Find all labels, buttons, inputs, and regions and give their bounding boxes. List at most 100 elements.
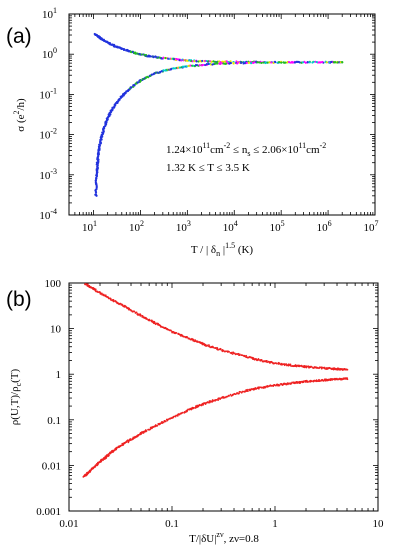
- panel-a: (a) 101 102 103 104 105 106 107 10-410-310-210…: [6, 6, 379, 258]
- data-point: [341, 61, 344, 64]
- data-point: [305, 379, 308, 382]
- data-point: [97, 291, 99, 294]
- data-point: [284, 61, 287, 64]
- data-point: [321, 60, 324, 64]
- data-point: [241, 390, 244, 393]
- data-point: [156, 424, 159, 427]
- data-point: [94, 465, 97, 468]
- data-point: [306, 61, 309, 64]
- data-point: [244, 390, 247, 393]
- data-point: [249, 389, 252, 392]
- data-point: [291, 61, 295, 64]
- data-point: [210, 60, 213, 63]
- data-point: [186, 336, 189, 339]
- data-point: [243, 354, 246, 357]
- data-point: [204, 343, 207, 346]
- data-point: [176, 415, 179, 417]
- panel-a-frame: [68, 13, 376, 216]
- panel-b-x-axis-label: T/|δU|zν, zν=0.8: [189, 530, 259, 545]
- data-point: [228, 350, 230, 353]
- data-point: [164, 56, 167, 60]
- panel-a-annotation-density-range: 1.24×1011cm-2 ≤ ns ≤ 2.06×1011cm-2: [166, 141, 326, 158]
- panel-a-y-tick-labels: 10-4 10-3 10-2 10-1 100 101: [39, 6, 57, 222]
- data-point: [145, 430, 148, 432]
- data-point: [304, 61, 307, 64]
- data-point: [250, 388, 253, 390]
- data-point: [214, 347, 216, 349]
- data-point: [258, 61, 261, 64]
- x-tick-label: 101: [82, 219, 97, 234]
- data-point: [173, 332, 176, 335]
- data-point: [121, 304, 124, 306]
- data-point: [258, 358, 260, 361]
- data-point: [139, 314, 142, 317]
- data-point: [257, 386, 260, 389]
- data-point: [164, 327, 167, 330]
- data-point: [315, 60, 318, 64]
- data-point: [319, 61, 322, 64]
- data-point: [107, 297, 110, 300]
- data-point: [206, 401, 209, 403]
- data-point: [118, 303, 120, 305]
- data-point: [280, 61, 283, 64]
- data-point: [293, 61, 297, 64]
- data-point: [152, 56, 155, 59]
- data-point: [228, 394, 231, 397]
- data-point: [266, 361, 269, 364]
- data-point: [130, 309, 133, 312]
- data-point: [285, 363, 288, 366]
- data-point: [274, 61, 277, 64]
- panel-a-ticks: [68, 13, 376, 216]
- data-point: [204, 63, 207, 67]
- data-point: [173, 58, 176, 61]
- data-point: [276, 362, 278, 365]
- data-point: [137, 313, 140, 316]
- y-tick-label: 0.1: [47, 415, 61, 427]
- data-point: [341, 368, 344, 371]
- panel-b-frame: [68, 282, 379, 512]
- panel-b-y-tick-labels: 0.001 0.01 0.1 1 10 100: [36, 278, 61, 518]
- data-point: [203, 342, 205, 345]
- x-tick-label: 0.1: [165, 518, 179, 530]
- data-point: [95, 187, 98, 190]
- data-point: [287, 382, 290, 385]
- data-point: [94, 193, 98, 196]
- data-point: [232, 62, 235, 65]
- data-point: [268, 61, 271, 64]
- data-point: [262, 61, 265, 64]
- data-point: [270, 61, 273, 64]
- data-point: [148, 319, 151, 322]
- panel-a-label: (a): [6, 25, 32, 48]
- data-point: [193, 340, 196, 343]
- y-tick-label: 0.001: [36, 506, 61, 518]
- data-point: [133, 310, 135, 313]
- x-tick-label: 103: [176, 219, 191, 234]
- data-point: [195, 60, 198, 63]
- data-point: [237, 392, 240, 395]
- panel-b-data-points: [82, 282, 349, 478]
- data-point: [234, 393, 237, 396]
- data-point: [306, 381, 309, 384]
- data-point: [334, 61, 337, 64]
- y-tick-label: 0.01: [42, 460, 61, 472]
- data-point: [258, 386, 261, 389]
- data-point: [225, 62, 228, 65]
- data-point: [123, 48, 126, 51]
- data-point: [338, 368, 341, 371]
- data-point: [182, 335, 185, 338]
- panel-b-ticks: [68, 282, 379, 512]
- data-point: [301, 61, 305, 64]
- data-point: [129, 438, 132, 441]
- data-point: [149, 428, 152, 431]
- data-point: [101, 293, 104, 296]
- data-point: [266, 61, 269, 64]
- panel-a-x-axis-label: T / | δn |1.5 (K): [191, 241, 254, 258]
- data-point: [255, 357, 257, 360]
- data-point: [94, 288, 97, 291]
- data-point: [310, 380, 313, 383]
- data-point: [201, 63, 205, 67]
- data-point: [303, 380, 305, 383]
- data-point: [261, 386, 263, 389]
- data-point: [242, 62, 245, 65]
- data-point: [346, 377, 348, 380]
